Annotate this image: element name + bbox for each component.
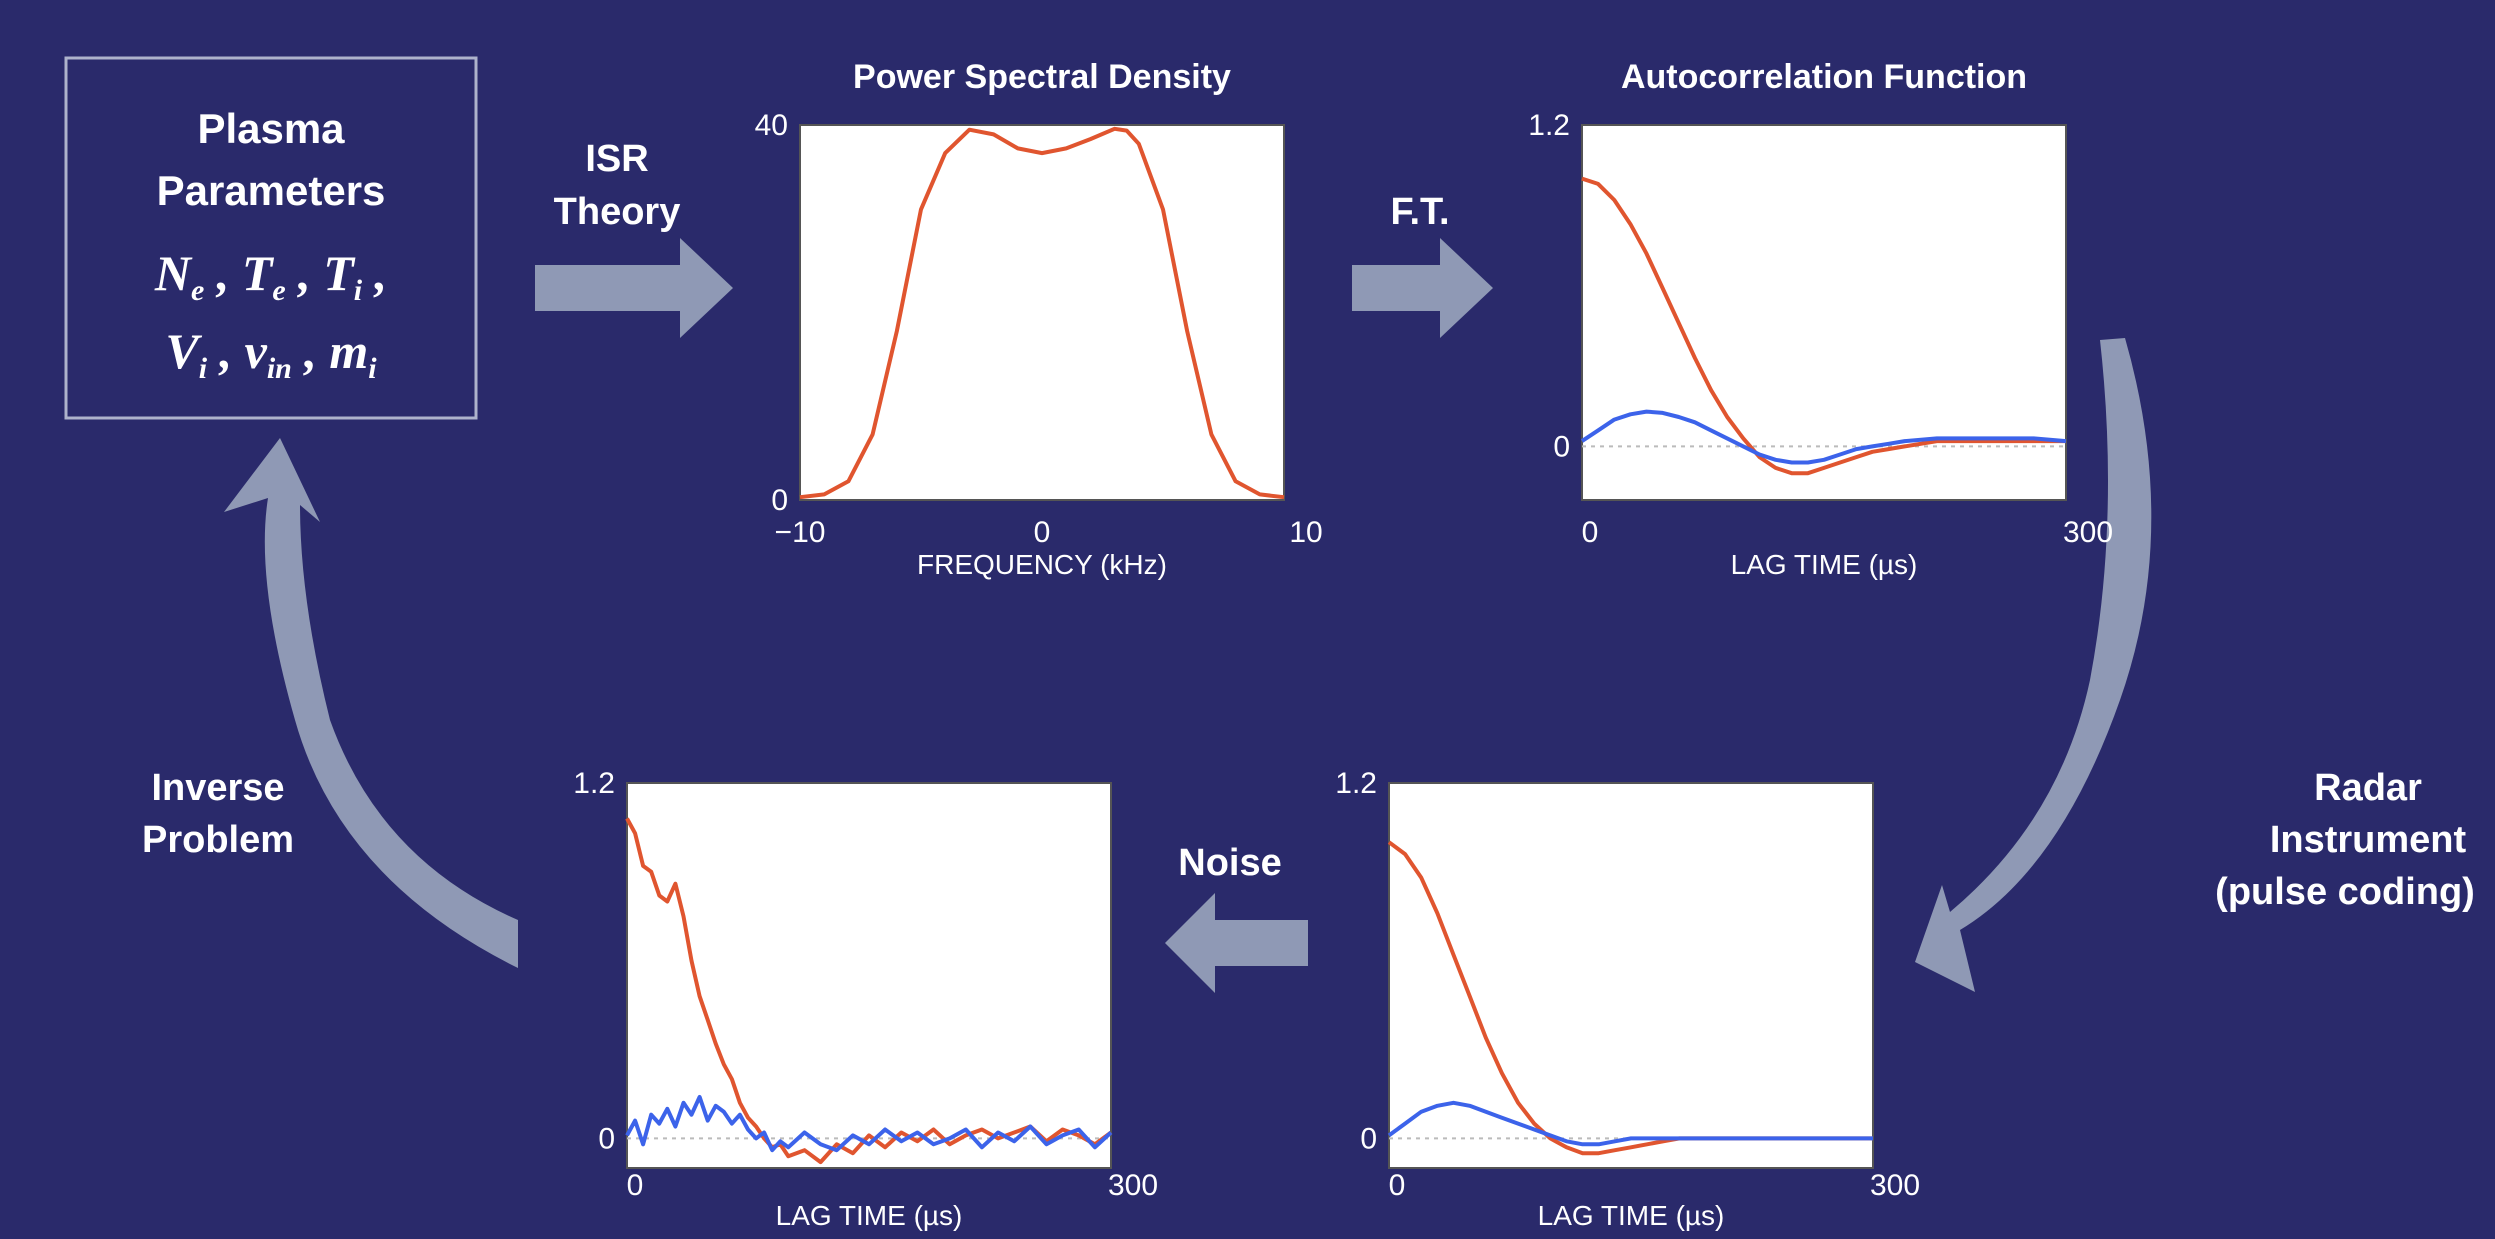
y-tick-label: 40 (755, 109, 788, 142)
isr-theory-label-line2: Theory (554, 191, 681, 233)
imaginary-part-series-line (625, 1094, 1113, 1153)
radar-label-line3: (pulse coding) (2215, 871, 2475, 913)
x-axis-label: LAG TIME (µs) (1731, 549, 1918, 580)
chart-acf-noisy: LAG TIME (µs) 0 300 0 1.2 (573, 767, 1158, 1231)
parameters-title-line1: Plasma (197, 105, 345, 152)
y-tick-label: 0 (598, 1122, 615, 1155)
isr-theory-label-line1: ISR (585, 138, 648, 180)
arrow-left-icon (1165, 893, 1308, 993)
plot-area (626, 782, 1112, 1169)
y-tick-label: 0 (771, 484, 788, 517)
y-tick-label: 1.2 (1335, 767, 1377, 800)
radar-label-line2: Instrument (2270, 819, 2467, 861)
chart-acf: Autocorrelation Function LAG TIME (µs) 0 30… (1528, 58, 2113, 580)
imaginary-part-series-line (1580, 409, 2067, 465)
imaginary-part-series-line (1387, 1100, 1873, 1147)
x-tick-label: 300 (2063, 516, 2113, 549)
inverse-label-line2: Problem (142, 819, 294, 861)
arrow-right-icon (1352, 238, 1493, 338)
parameters-line1: Ne , Te , Ti , (154, 245, 387, 307)
x-tick-label: 0 (627, 1169, 644, 1202)
chart-psd: Power Spectral Density FREQUENCY (kHz) −10… (755, 58, 1323, 580)
radar-label-line1: Radar (2314, 767, 2422, 809)
x-tick-label: 0 (1389, 1169, 1406, 1202)
chart-title: Power Spectral Density (853, 58, 1231, 96)
real-part-series-line (1581, 176, 2066, 476)
parameters-title-line2: Parameters (157, 167, 386, 214)
x-tick-label: 10 (1289, 516, 1322, 549)
parameters-box-border (64, 56, 478, 420)
x-axis-label: LAG TIME (µs) (776, 1200, 963, 1231)
arrow-right-icon (535, 238, 733, 338)
y-tick-label: 0 (1553, 430, 1570, 463)
x-axis-label: FREQUENCY (kHz) (917, 549, 1167, 580)
x-axis-label: LAG TIME (µs) (1538, 1200, 1725, 1231)
charts: Power Spectral Density FREQUENCY (kHz) −10… (573, 58, 2113, 1231)
x-tick-label: 300 (1108, 1169, 1158, 1202)
ft-label: F.T. (1390, 191, 1449, 233)
x-tick-label: 0 (1034, 516, 1051, 549)
real-part-series-line (799, 126, 1285, 500)
curved-arrow-down-icon (1915, 338, 2152, 992)
x-tick-label: 300 (1870, 1169, 1920, 1202)
inverse-label-line1: Inverse (151, 767, 284, 809)
y-tick-label: 1.2 (1528, 109, 1570, 142)
curved-arrow-up-icon (224, 438, 518, 968)
plot-area (799, 124, 1285, 501)
x-tick-label: 0 (1582, 516, 1599, 549)
x-tick-label: −10 (775, 516, 826, 549)
plot-area (1581, 124, 2067, 501)
y-tick-label: 1.2 (573, 767, 615, 800)
chart-title: Autocorrelation Function (1621, 58, 2027, 96)
chart-acf-radar: LAG TIME (µs) 0 300 0 1.2 (1335, 767, 1920, 1231)
noise-label: Noise (1178, 842, 1281, 884)
y-tick-label: 0 (1360, 1122, 1377, 1155)
